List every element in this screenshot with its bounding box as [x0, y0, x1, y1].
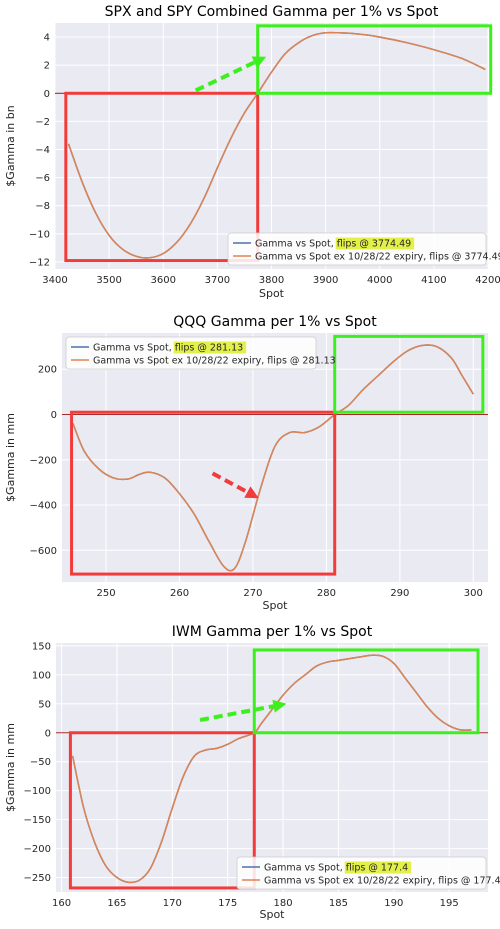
arrow-head	[272, 699, 287, 713]
legend-highlight-bg	[344, 861, 412, 874]
y-axis-label: $Gamma in mm	[4, 723, 17, 812]
legend-label-text: Gamma vs Spot ex 10/28/22 expiry, flips …	[93, 356, 336, 367]
gamma-ex-series-line	[71, 654, 472, 884]
y-tick-label: −10	[29, 229, 50, 240]
x-tick-label: 260	[170, 588, 189, 599]
x-tick-label: 3700	[205, 275, 230, 286]
legend-highlight-bg	[173, 341, 247, 354]
x-tick-label: 3900	[313, 275, 338, 286]
negative-gamma-box	[68, 731, 256, 890]
legend-label: Gamma vs Spot ex 10/28/22 expiry, flips …	[264, 876, 500, 887]
x-tick-label: 300	[464, 588, 483, 599]
x-tick-label: 4000	[367, 275, 392, 286]
legend-label: Gamma vs Spot, flips @ 281.13	[93, 343, 243, 354]
legend-label: Gamma vs Spot, flips @ 3774.49	[255, 239, 411, 250]
gamma-ex-series-line	[72, 344, 474, 572]
plot-area	[56, 643, 488, 892]
chart-title: SPX and SPY Combined Gamma per 1% vs Spo…	[105, 4, 439, 20]
legend-label: Gamma vs Spot ex 10/28/22 expiry, flips …	[255, 252, 500, 263]
y-tick-label: −200	[30, 455, 57, 466]
x-tick-label: 4200	[475, 275, 500, 286]
legend-label-text: Gamma vs Spot,	[93, 343, 172, 354]
y-tick-label: −8	[35, 201, 50, 212]
x-tick-label: 185	[329, 898, 348, 909]
y-tick-label: −400	[30, 501, 57, 512]
legend-highlight-bg	[335, 237, 415, 250]
x-tick-label: 195	[440, 898, 459, 909]
x-tick-label: 170	[163, 898, 182, 909]
x-tick-label: 190	[384, 898, 403, 909]
negative-gamma-box	[70, 410, 337, 576]
iwm-gamma-chart: 160 165 170 175 180 185 190 195 −250 −200 −150 −100…	[4, 624, 500, 921]
positive-gamma-box	[252, 648, 480, 735]
y-axis-label: $Gamma in bn	[4, 105, 17, 186]
legend-flip-highlight: flips @ 281.13	[172, 343, 243, 354]
x-axis-label: Spot	[259, 908, 285, 921]
x-tick-label: 250	[97, 588, 116, 599]
y-tick-label: −100	[24, 786, 51, 797]
y-tick-label: 4	[44, 33, 50, 44]
legend-label-text: Gamma vs Spot,	[255, 239, 334, 250]
y-tick-label: −250	[24, 873, 51, 884]
y-tick-label: 2	[44, 61, 50, 72]
arrow-head	[244, 486, 259, 499]
x-tick-label: 270	[243, 588, 262, 599]
legend-flip-highlight: flips @ 177.4	[343, 863, 408, 874]
qqq-gamma-chart: 250 260 270 280 290 300 −600 −400 −200 0 200 QQQ Ga…	[4, 314, 488, 612]
legend-label-text: Gamma vs Spot ex 10/28/22 expiry, flips …	[255, 252, 500, 263]
chart-title: IWM Gamma per 1% vs Spot	[172, 624, 373, 640]
y-tick-label: −6	[35, 173, 50, 184]
y-tick-label: −2	[35, 117, 50, 128]
plot-area	[62, 333, 488, 582]
y-tick-label: 50	[38, 699, 51, 710]
legend-label: Gamma vs Spot ex 10/28/22 expiry, flips …	[93, 356, 336, 367]
y-tick-label: −600	[30, 546, 57, 557]
legend-flip-highlight: flips @ 3774.49	[334, 239, 411, 250]
y-tick-label: −150	[24, 815, 51, 826]
x-tick-label: 4100	[421, 275, 446, 286]
x-axis-label: Spot	[259, 287, 285, 300]
arrow-head	[251, 56, 267, 69]
y-tick-label: −50	[30, 757, 51, 768]
x-tick-label: 3600	[151, 275, 176, 286]
x-tick-label: 290	[390, 588, 409, 599]
spx-spy-gamma-chart: 3400 3500 3600 3700 3800 3900 4000 4100 4200 −12 −…	[4, 4, 500, 300]
x-tick-label: 3500	[96, 275, 121, 286]
arrow-shaft	[199, 704, 274, 722]
x-tick-label: 3400	[42, 275, 67, 286]
y-tick-label: 0	[44, 89, 50, 100]
x-tick-label: 165	[107, 898, 126, 909]
positive-gamma-box	[333, 334, 485, 414]
y-tick-label: 150	[32, 641, 51, 652]
negative-gamma-box	[64, 91, 260, 263]
legend-label-text: Gamma vs Spot ex 10/28/22 expiry, flips …	[264, 876, 500, 887]
x-axis-label: Spot	[262, 599, 288, 612]
y-tick-label: −200	[24, 844, 51, 855]
y-tick-label: 0	[45, 728, 51, 739]
y-axis-label: $Gamma in mm	[4, 413, 17, 502]
x-tick-label: 175	[218, 898, 237, 909]
chart-title: QQQ Gamma per 1% vs Spot	[173, 314, 377, 330]
legend-label-text: Gamma vs Spot,	[264, 863, 343, 874]
y-tick-label: −12	[29, 257, 50, 268]
gamma-ex-series-line	[67, 31, 486, 259]
y-tick-label: 200	[38, 365, 57, 376]
arrow-shaft	[211, 471, 249, 494]
x-tick-label: 3800	[259, 275, 284, 286]
x-tick-label: 280	[317, 588, 336, 599]
x-tick-label: 160	[52, 898, 71, 909]
y-tick-label: 0	[51, 410, 57, 421]
arrow-shaft	[194, 60, 256, 93]
x-tick-label: 180	[274, 898, 293, 909]
y-tick-label: 100	[32, 670, 51, 681]
y-tick-label: −4	[35, 145, 50, 156]
legend-label: Gamma vs Spot, flips @ 177.4	[264, 863, 408, 874]
